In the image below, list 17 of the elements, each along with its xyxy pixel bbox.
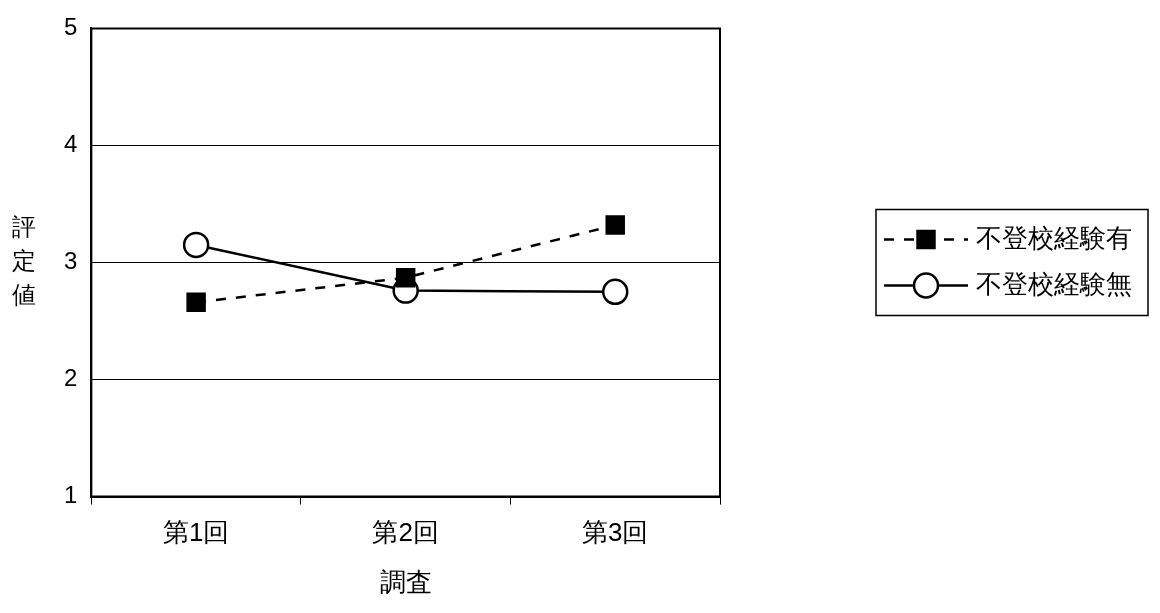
y-tick-label: 5 [63,13,78,41]
y-axis-title: 評定値 [12,213,36,309]
legend-label: 不登校経験無 [976,268,1132,299]
y-tick-label: 3 [63,247,78,275]
x-axis-title: 調査 [379,566,432,597]
x-tick-label: 第3回 [581,517,649,548]
y-tick-label: 2 [63,364,78,392]
point [395,267,416,288]
x-tick-label: 第2回 [372,517,439,548]
y-tick-label: 4 [63,130,78,158]
legend-label: 不登校経験有 [976,222,1132,253]
x-tick-label: 第1回 [162,517,230,548]
point [601,278,629,306]
point [186,292,206,313]
y-tick-label: 1 [63,481,78,509]
point [605,215,625,235]
point [182,231,210,259]
